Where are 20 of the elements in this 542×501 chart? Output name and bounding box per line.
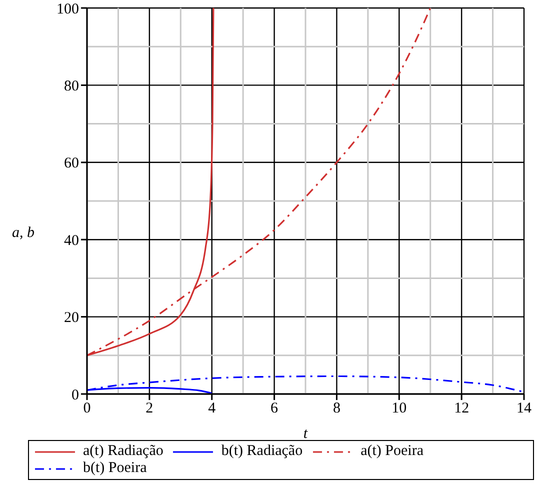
y-tick-label: 100 (56, 1, 79, 18)
x-tick-label: 12 (454, 400, 470, 417)
x-axis-title: t (303, 426, 308, 442)
legend-label: b(t) Poeira (82, 460, 147, 477)
legend-label: a(t) Poeira (360, 443, 424, 460)
legend-label: b(t) Radiação (220, 443, 303, 460)
y-tick-label: 40 (64, 232, 79, 249)
x-tick-label: 2 (146, 400, 154, 417)
y-tick-label: 80 (64, 78, 79, 95)
x-tick-label: 0 (83, 400, 91, 417)
x-tick-label: 14 (516, 400, 532, 417)
y-axis-title: a, b (12, 225, 34, 242)
legend-label: a(t) Radiação (82, 443, 164, 460)
x-tick-label: 4 (208, 400, 216, 417)
y-tick-label: 0 (72, 387, 79, 404)
x-tick-label: 10 (392, 400, 407, 417)
x-tick-label: 6 (270, 400, 279, 417)
x-tick-label: 8 (332, 400, 340, 417)
y-tick-label: 20 (64, 310, 79, 326)
y-tick-label: 60 (64, 156, 79, 172)
